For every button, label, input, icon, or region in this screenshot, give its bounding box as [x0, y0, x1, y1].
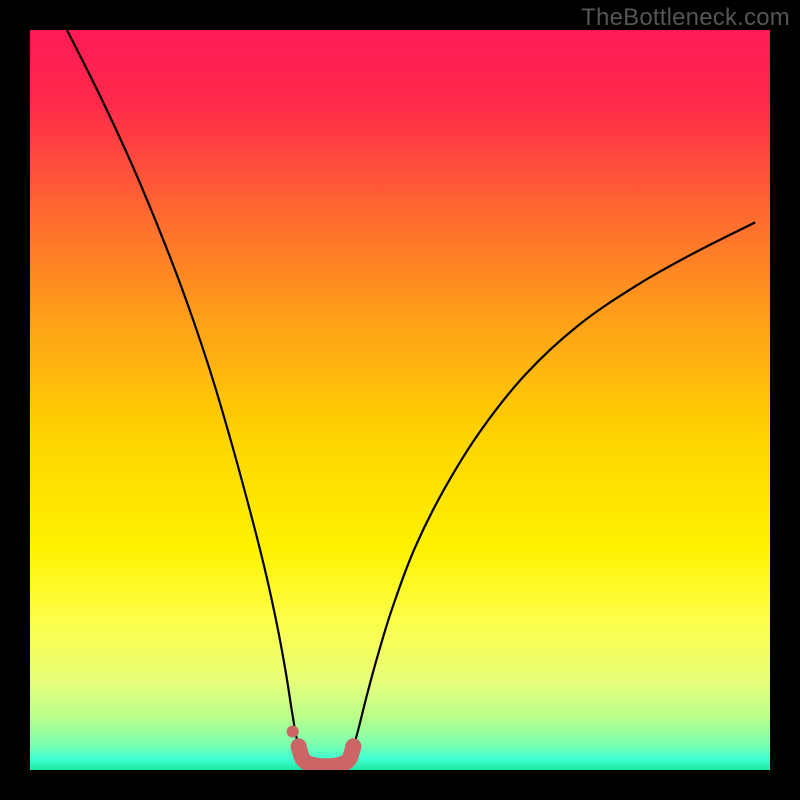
watermark-text: TheBottleneck.com	[581, 4, 790, 32]
chart-svg	[30, 30, 770, 770]
chart-background-rect	[30, 30, 770, 770]
chart-frame	[30, 30, 770, 770]
chart-plot-area	[30, 30, 770, 770]
bottom-dot	[287, 726, 299, 738]
